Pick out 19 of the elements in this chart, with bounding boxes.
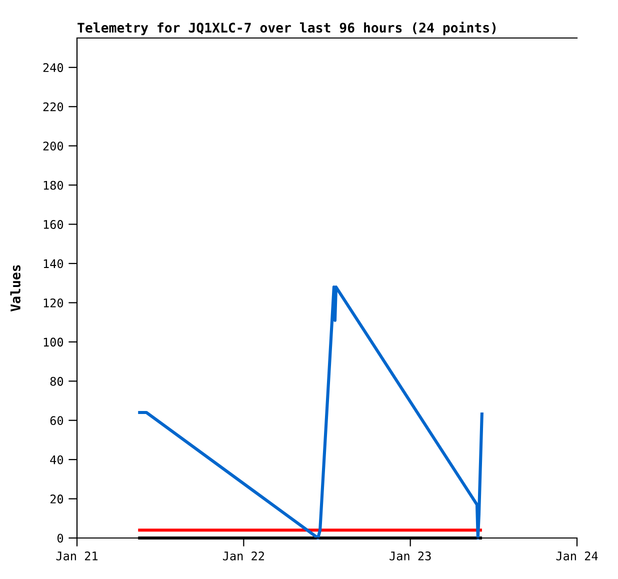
x-tick-label: Jan 21 [56, 551, 98, 560]
y-tick-label: 200 [43, 142, 64, 151]
y-tick-label: 160 [44, 220, 64, 229]
x-tick-label: Jan 24 [556, 551, 598, 560]
y-tick-label: 140 [44, 259, 64, 268]
chart-title: Telemetry for JQ1XLC-7 over last 96 hours (24 points) [78, 22, 496, 36]
y-tick-label: 180 [44, 180, 64, 190]
y-tick-label: 120 [44, 298, 64, 308]
y-tick-label: 80 [50, 376, 64, 386]
y-tick-label: 240 [43, 63, 64, 72]
y-tick-label: 60 [50, 416, 64, 426]
x-tick-label: Jan 23 [390, 551, 431, 560]
y-tick-label: 220 [43, 102, 64, 112]
y-tick-label: 20 [50, 494, 64, 504]
y-axis-title: Values [10, 265, 20, 312]
y-tick-label: 40 [50, 455, 64, 464]
y-tick-label: 0 [57, 534, 64, 543]
x-tick-label: Jan 22 [222, 551, 264, 560]
y-tick-label: 100 [44, 338, 64, 347]
